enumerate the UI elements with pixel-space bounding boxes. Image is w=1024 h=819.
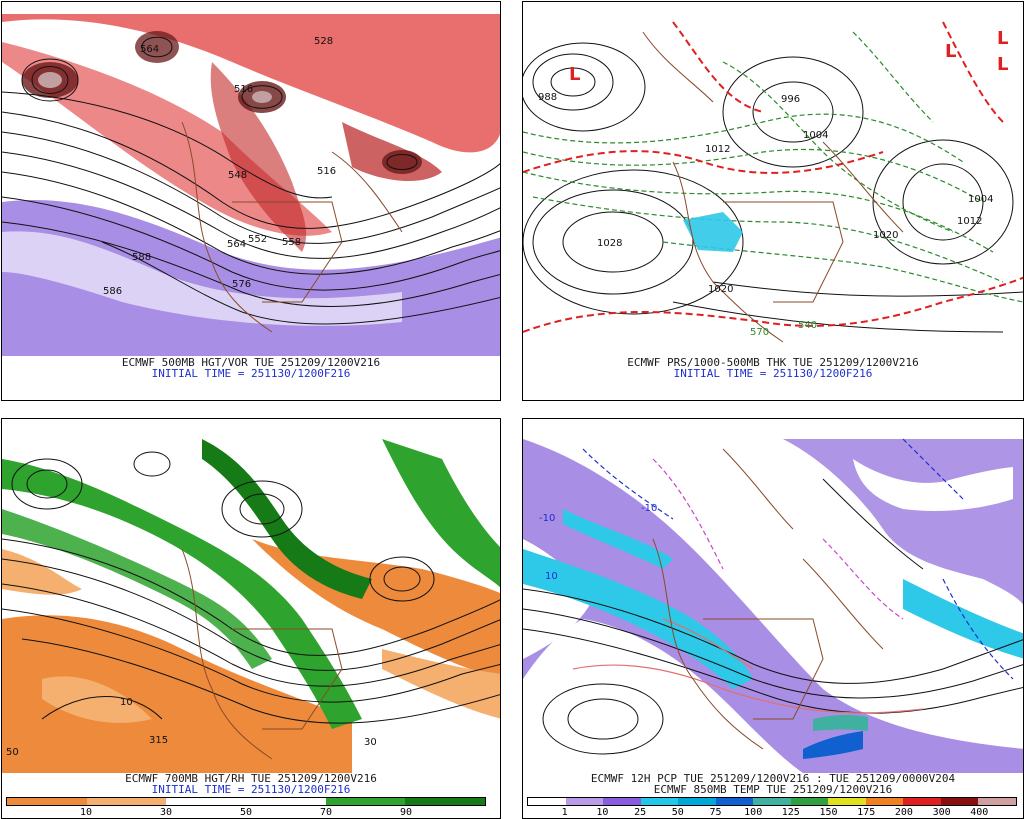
panel-4-caption-title: ECMWF 12H PCP TUE 251209/1200V216 : TUE … <box>590 772 956 785</box>
rh-colorbar-swatch <box>246 798 326 805</box>
contour-label: 528 <box>314 36 333 47</box>
contour-label: 558 <box>282 237 301 248</box>
panel-pressure-thickness: L L L L 988 996 1004 1028 1020 1004 1012… <box>522 1 1024 401</box>
precip-tick-label: 125 <box>781 807 800 818</box>
pressure-thickness-map: L L L L 988 996 1004 1028 1020 1004 1012… <box>523 14 1023 356</box>
panel-500mb-vorticity: 564 516 548 552 564 558 576 586 588 516 … <box>1 1 501 401</box>
precip-tick-label: 175 <box>857 807 876 818</box>
rh-tick-label: 90 <box>399 807 413 818</box>
isobar-label: 1012 <box>705 144 730 155</box>
isobar-label: 1012 <box>957 216 982 227</box>
panel-1-caption-initial-time: INITIAL TIME = 251130/1200F216 <box>151 367 351 380</box>
low-pressure-marker: L <box>997 54 1008 75</box>
precip-tick-label: 100 <box>744 807 763 818</box>
isobar-label: 996 <box>781 94 800 105</box>
precip-tick-label: 25 <box>634 807 647 818</box>
rh-tick-label: 50 <box>239 807 253 818</box>
rh-colorbar-swatch <box>325 798 406 805</box>
panel-3-caption-initial-time: INITIAL TIME = 251130/1200F216 <box>151 783 351 796</box>
thickness-label: 570 <box>750 327 769 338</box>
relative-humidity-map: 315 10 50 30 <box>2 431 500 773</box>
isobar-label: 1020 <box>873 230 898 241</box>
precip-tick-label: 300 <box>932 807 951 818</box>
contour-label: 315 <box>149 735 168 746</box>
temperature-label: 10 <box>545 571 558 582</box>
precip-colorbar-labels: 1 10 25 50 75 100 125 150 175 200 300 40… <box>527 807 1017 818</box>
rh-tick-label: 70 <box>319 807 333 818</box>
rh-tick-label: 30 <box>159 807 173 818</box>
panel-700mb-rh: 315 10 50 30 ECMWF 700MB HGT/RH TUE 2512… <box>1 418 501 819</box>
vorticity-map: 564 516 548 552 564 558 576 586 588 516 … <box>2 14 500 356</box>
contour-label: 50 <box>6 747 19 758</box>
precip-tick-label: 10 <box>596 807 609 818</box>
isobar-label: 1028 <box>597 238 622 249</box>
precip-colorbar-swatch <box>978 798 1016 805</box>
panel-2-caption-initial-time: INITIAL TIME = 251130/1200F216 <box>673 367 873 380</box>
precip-colorbar-swatch <box>678 798 716 805</box>
rh-colorbar-swatch <box>86 798 167 805</box>
isobar-label: 1004 <box>803 130 828 141</box>
precip-tick-label: 50 <box>671 807 684 818</box>
contour-label: 10 <box>120 697 133 708</box>
rh-tick-label: 10 <box>79 807 93 818</box>
precip-temperature-map: -10 10 -10 <box>523 431 1023 773</box>
contour-label: 588 <box>132 252 151 263</box>
contour-label: 576 <box>232 279 251 290</box>
precip-colorbar-swatch <box>715 798 754 805</box>
precip-tick-label: 200 <box>894 807 913 818</box>
rh-colorbar-labels: 10 30 50 70 90 <box>6 807 486 818</box>
contour-label: 548 <box>228 170 247 181</box>
rh-colorbar <box>6 797 486 806</box>
thickness-label: 540 <box>798 320 817 331</box>
low-pressure-marker: L <box>945 41 956 62</box>
precip-colorbar-swatch <box>528 798 566 805</box>
precip-tick-label: 1 <box>561 807 568 818</box>
contour-label: 552 <box>248 234 267 245</box>
contour-label: 516 <box>317 166 336 177</box>
temperature-label: -10 <box>539 513 555 524</box>
panel-4-caption-temp: ECMWF 850MB TEMP TUE 251209/1200V216 <box>653 783 893 796</box>
panel-2-caption-title: ECMWF PRS/1000-500MB THK TUE 251209/1200… <box>627 356 919 369</box>
contour-label: 564 <box>140 44 159 55</box>
panel-1-caption-title: ECMWF 500MB HGT/VOR TUE 251209/1200V216 <box>121 356 381 369</box>
isobar-label: 988 <box>538 92 557 103</box>
precip-colorbar-swatch <box>565 798 604 805</box>
precip-colorbar-swatch <box>790 798 829 805</box>
contour-label: 30 <box>364 737 377 748</box>
precip-colorbar-swatch <box>828 798 866 805</box>
rh-colorbar-swatch <box>405 798 486 805</box>
rh-colorbar-swatch <box>166 798 247 805</box>
precip-colorbar-swatch <box>865 798 904 805</box>
low-pressure-marker: L <box>997 28 1008 49</box>
isobar-label: 1004 <box>968 194 993 205</box>
contour-label: 586 <box>103 286 122 297</box>
precip-tick-label: 75 <box>709 807 722 818</box>
temperature-label: -10 <box>641 503 657 514</box>
contour-label: 516 <box>234 84 253 95</box>
precip-colorbar-swatch <box>603 798 641 805</box>
precip-colorbar-swatch <box>903 798 941 805</box>
precip-colorbar-swatch <box>640 798 679 805</box>
low-pressure-marker: L <box>569 64 580 85</box>
precip-tick-label: 400 <box>970 807 989 818</box>
precip-tick-label: 150 <box>819 807 838 818</box>
precip-colorbar-swatch <box>753 798 791 805</box>
precip-colorbar <box>527 797 1017 806</box>
panel-precip-850mb-temp: -10 10 -10 ECMWF 12H PCP TUE 251209/1200… <box>522 418 1024 819</box>
panel-3-caption-title: ECMWF 700MB HGT/RH TUE 251209/1200V216 <box>125 772 377 785</box>
precip-colorbar-swatch <box>940 798 979 805</box>
contour-label: 564 <box>227 239 246 250</box>
isobar-label: 1020 <box>708 284 733 295</box>
rh-colorbar-swatch <box>7 798 87 805</box>
